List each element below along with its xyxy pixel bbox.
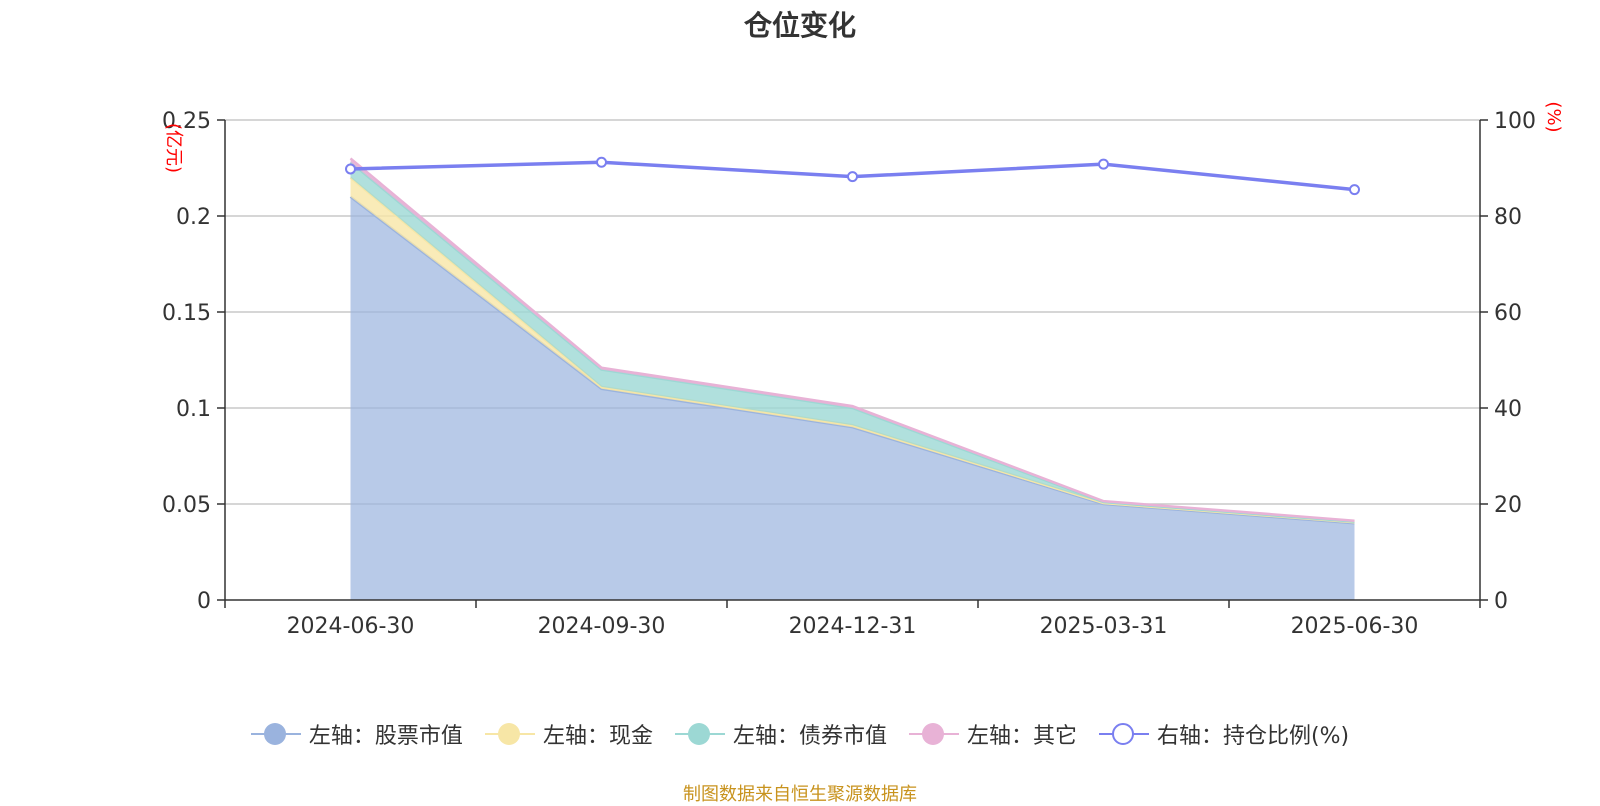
legend-swatch-stock bbox=[250, 722, 301, 746]
x-axis-tick-label: 2024-06-30 bbox=[287, 614, 415, 639]
left-axis-tick-label: 0 bbox=[197, 589, 211, 614]
legend-label-bond: 左轴：债券市值 bbox=[732, 724, 887, 749]
right-axis-tick-label: 0 bbox=[1494, 589, 1508, 614]
legend-label-cash: 左轴：现金 bbox=[542, 724, 653, 749]
right-axis-tick-label: 60 bbox=[1494, 301, 1522, 326]
right-axis-tick-label: 100 bbox=[1494, 109, 1536, 134]
legend-swatch-cash bbox=[484, 722, 535, 746]
legend-item-cash[interactable]: 左轴：现金 bbox=[484, 718, 653, 750]
area-bond bbox=[350, 162, 1355, 523]
legend-item-bond[interactable]: 左轴：债券市值 bbox=[674, 718, 887, 750]
left-axis-tick-label: 0.2 bbox=[176, 205, 211, 230]
chart-title: 仓位变化 bbox=[743, 9, 856, 42]
right-axis-tick-label: 80 bbox=[1494, 205, 1522, 230]
legend-label-other: 左轴：其它 bbox=[966, 724, 1077, 749]
x-axis-tick-label: 2025-06-30 bbox=[1291, 614, 1419, 639]
legend-swatch-other bbox=[908, 722, 959, 746]
ratio-point bbox=[847, 171, 858, 183]
legend-item-ratio[interactable]: 右轴：持仓比例(%) bbox=[1098, 718, 1350, 750]
area-edge-other bbox=[349, 157, 1355, 522]
source-note: 制图数据来自恒生聚源数据库 bbox=[683, 784, 917, 805]
x-axis-tick-label: 2024-12-31 bbox=[789, 614, 917, 639]
legend-item-stock[interactable]: 左轴：股票市值 bbox=[250, 718, 463, 750]
ratio-point bbox=[1349, 184, 1360, 196]
area-stock bbox=[350, 196, 1355, 601]
legend-swatch-ratio bbox=[1098, 722, 1149, 746]
left-axis-tick-label: 0.15 bbox=[162, 301, 211, 326]
legend-label-ratio: 右轴：持仓比例(%) bbox=[1156, 724, 1350, 749]
left-axis-tick-label: 0.05 bbox=[162, 493, 211, 518]
legend-item-other[interactable]: 左轴：其它 bbox=[908, 718, 1077, 750]
left-axis-tick-label: 0.25 bbox=[162, 109, 211, 134]
left-axis-unit-label: (亿元) bbox=[163, 123, 184, 173]
right-axis-tick-label: 20 bbox=[1494, 493, 1522, 518]
right-axis-tick-label: 40 bbox=[1494, 397, 1522, 422]
right-axis-unit-label: (%) bbox=[1543, 101, 1564, 132]
legend-label-stock: 左轴：股票市值 bbox=[308, 724, 463, 749]
x-axis-tick-label: 2024-09-30 bbox=[538, 614, 666, 639]
ratio-point bbox=[345, 163, 356, 175]
ratio-point bbox=[1098, 158, 1109, 170]
legend: 左轴：股票市值 左轴：现金 左轴：债券市值 左轴：其它 右轴：持仓比例(%) bbox=[0, 718, 1600, 750]
ratio-point bbox=[596, 156, 607, 168]
legend-swatch-bond bbox=[674, 722, 725, 746]
x-axis-tick-label: 2025-03-31 bbox=[1040, 614, 1168, 639]
left-axis-tick-label: 0.1 bbox=[176, 397, 211, 422]
